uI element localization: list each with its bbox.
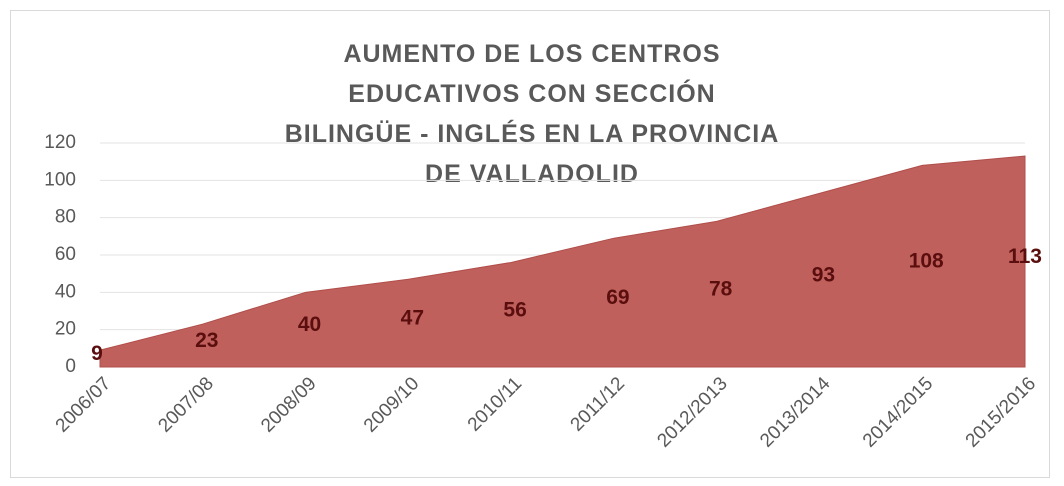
area: [99, 155, 1026, 368]
y-tick-label: 40: [55, 281, 76, 302]
x-tick-label: 2006/07: [52, 373, 115, 436]
chart-frame: [10, 10, 1050, 478]
x-tick-label: 2008/09: [257, 373, 320, 436]
data-label: 108: [909, 250, 944, 273]
data-label: 78: [709, 278, 733, 301]
y-tick-label: 60: [55, 244, 76, 265]
x-tick-label: 2009/10: [360, 373, 423, 436]
y-tick-label: 100: [44, 169, 76, 190]
y-tick-label: 20: [55, 319, 76, 340]
data-label: 9: [91, 342, 103, 365]
data-label: 40: [298, 313, 321, 336]
y-tick-label: 0: [65, 356, 76, 377]
x-tick-label: 2013/2014: [756, 373, 835, 452]
data-label: 69: [606, 286, 629, 309]
x-tick-label: 2014/2015: [859, 373, 937, 451]
x-tick-label: 2015/2016: [962, 373, 1040, 451]
y-tick-label: 120: [44, 132, 76, 153]
x-tick-label: 2012/2013: [653, 373, 731, 451]
data-label: 56: [503, 298, 526, 321]
data-label: 113: [1008, 245, 1042, 268]
x-tick-label: 2011/12: [567, 373, 629, 435]
data-label: 93: [812, 264, 835, 287]
x-tick-label: 2007/08: [154, 373, 217, 436]
data-label: 23: [195, 329, 218, 352]
y-tick-label: 80: [55, 207, 76, 228]
data-label: 47: [401, 307, 424, 330]
x-tick-label: 2010/11: [464, 373, 526, 435]
